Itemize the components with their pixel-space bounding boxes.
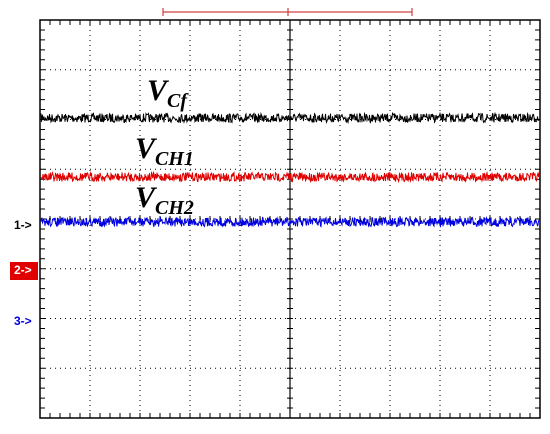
signal-trace bbox=[40, 170, 540, 184]
label-sub: CH1 bbox=[155, 148, 194, 170]
trace-label: VCf bbox=[147, 74, 189, 112]
channel-marker: 1-> bbox=[14, 218, 32, 232]
label-main: V bbox=[147, 74, 170, 107]
signal-trace bbox=[40, 111, 540, 125]
label-sub: CH2 bbox=[155, 197, 194, 219]
trace-label: VCH1 bbox=[135, 132, 194, 170]
trace-label: VCH2 bbox=[135, 181, 194, 219]
traces bbox=[40, 111, 540, 228]
marker-highlight bbox=[10, 262, 38, 280]
signal-trace bbox=[40, 215, 540, 228]
grid bbox=[39, 19, 541, 419]
channel-marker: 2-> bbox=[14, 263, 32, 277]
label-sub: Cf bbox=[167, 90, 189, 112]
label-main: V bbox=[135, 132, 158, 165]
trigger-bracket bbox=[162, 8, 413, 16]
channel-marker: 3-> bbox=[14, 314, 32, 328]
label-main: V bbox=[135, 181, 158, 214]
